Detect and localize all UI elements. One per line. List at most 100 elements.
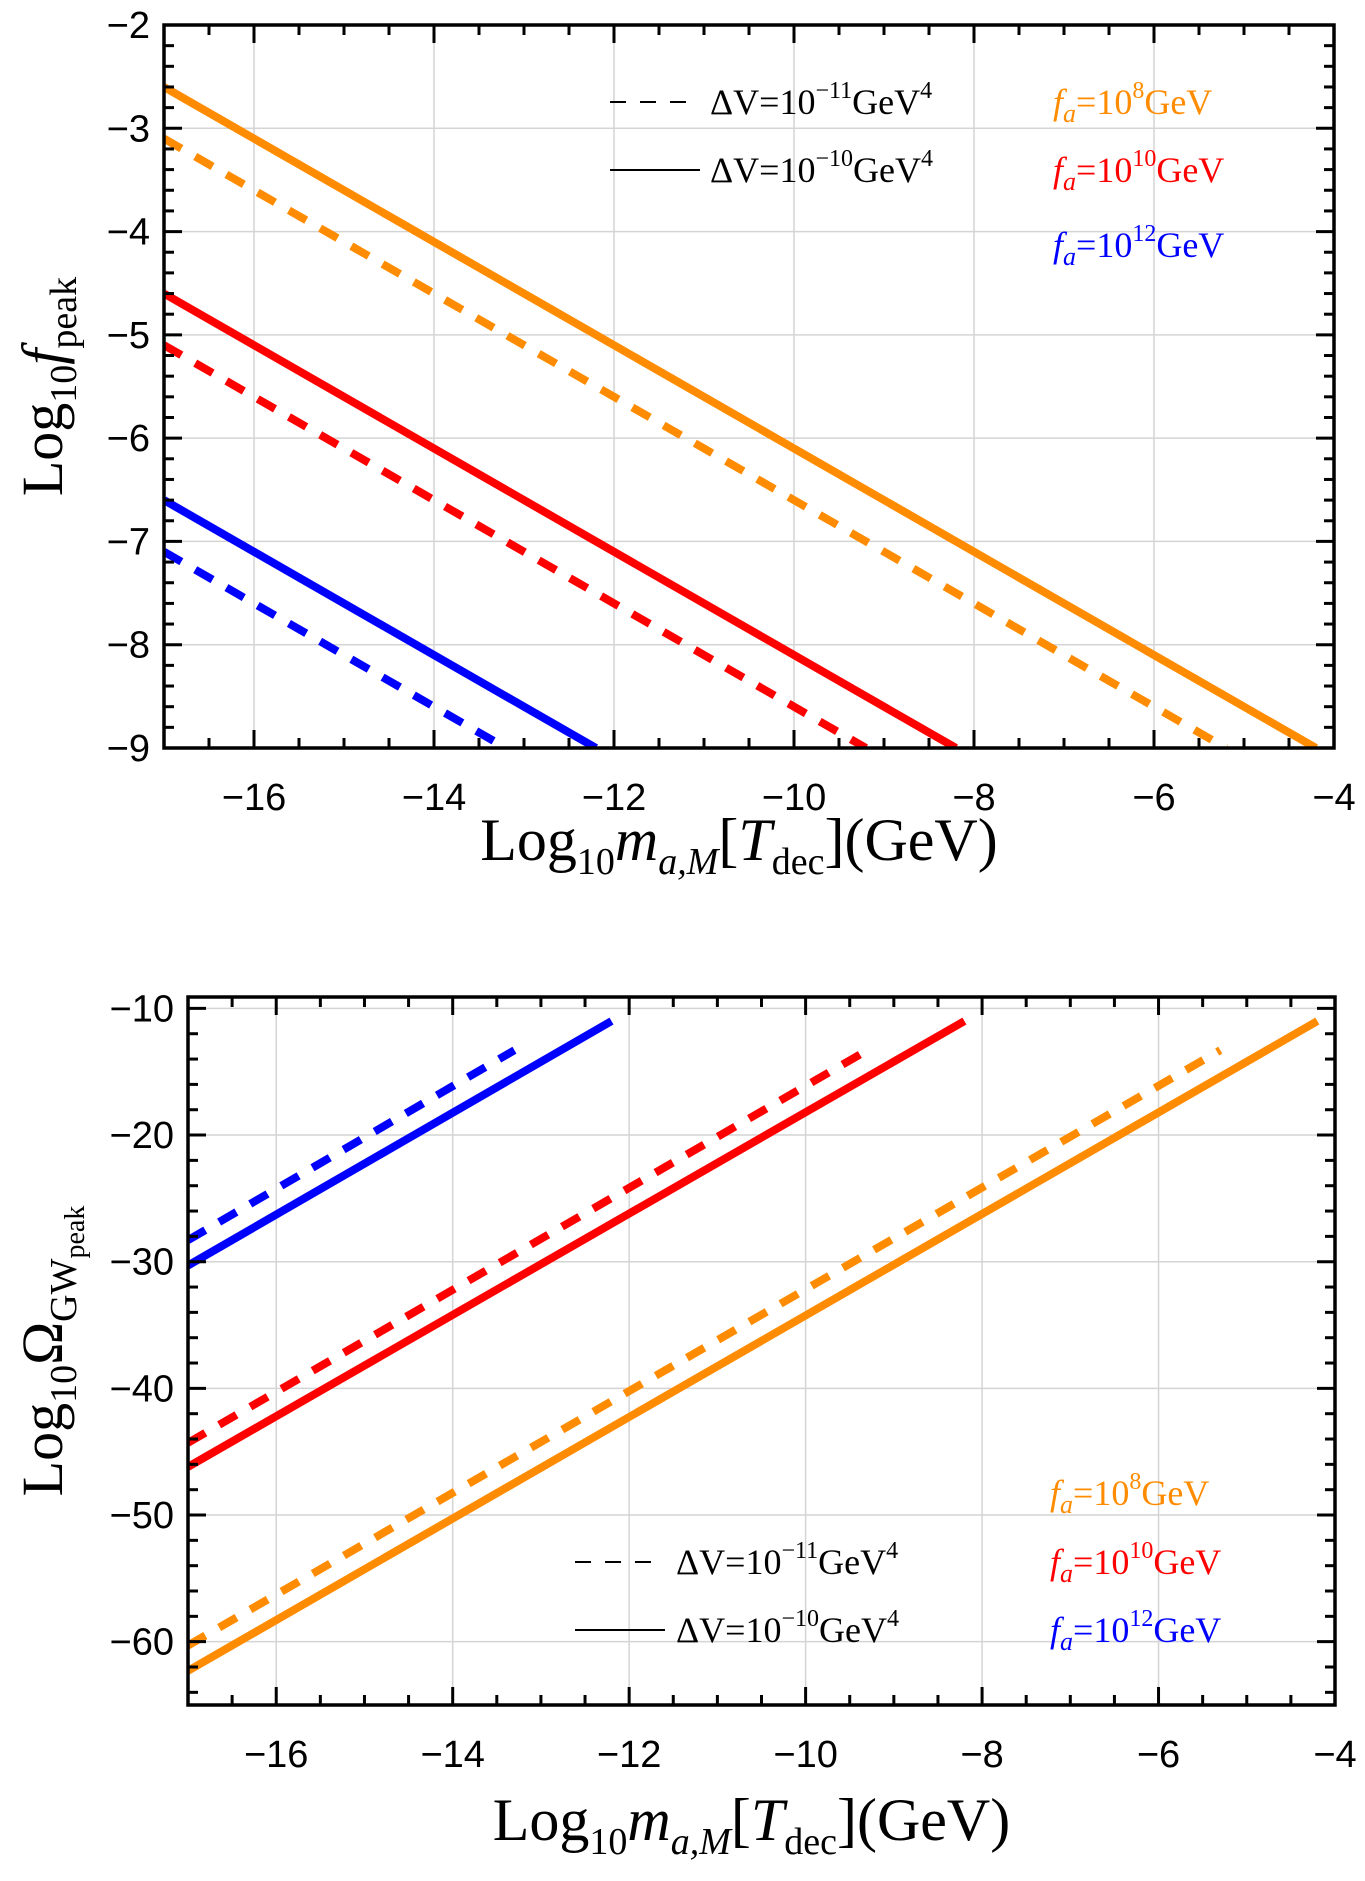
y-title-var: Ω	[10, 1322, 75, 1365]
y-tick-label: −40	[110, 1368, 174, 1410]
y-title-sub2: GW	[43, 1258, 85, 1321]
series-line-5	[164, 548, 508, 748]
legend-unit: GeV	[853, 150, 921, 190]
legend-color-label-1: fa=1010GeV	[1053, 146, 1224, 196]
series-line-2	[188, 1017, 967, 1471]
legend-sup: 12	[1132, 221, 1156, 247]
series-line-3	[164, 341, 868, 748]
legend-label-solid: ΔV=10−10GeV4	[676, 1606, 899, 1650]
x-title-close: ](GeV)	[837, 1787, 1010, 1853]
legend-text: ΔV=10	[676, 1610, 781, 1650]
legend-sup: −10	[781, 1606, 819, 1632]
plot-frame	[186, 995, 1337, 1707]
x-tick-label: −16	[244, 1734, 308, 1776]
x-tick-label: −16	[222, 777, 286, 819]
x-tick-label: −8	[952, 777, 995, 819]
series-line-1	[188, 1046, 1223, 1649]
x-title-T: T	[751, 1787, 788, 1853]
y-title-base: Log	[10, 403, 75, 496]
legend-f-sub: a	[1063, 99, 1076, 128]
legend-unit: GeV	[818, 1542, 886, 1582]
legend-eq: =10	[1076, 225, 1132, 265]
y-axis-title: Log10fpeak	[10, 277, 85, 496]
x-title-base: Log	[493, 1787, 590, 1853]
legend-eq: =10	[1073, 1610, 1129, 1650]
legend-sup: 8	[1132, 78, 1144, 104]
x-tick-label: −6	[1137, 1734, 1180, 1776]
legend-color-label-0: fa=108GeV	[1053, 78, 1212, 128]
y-tick-label: −50	[110, 1495, 174, 1537]
legend-label-dashed: ΔV=10−11GeV4	[710, 78, 932, 122]
y-tick-label: −5	[107, 315, 150, 357]
chart-peak-frequency: −16 −14 −12 −10 −8 −6 −4−9−8−7−6−5−4−3−2Log10m…	[10, 5, 1356, 883]
y-axis-title: Log10ΩGWpeak	[10, 1206, 91, 1497]
y-title-base: Log	[10, 1403, 75, 1496]
legend-unit: GeV	[1156, 150, 1224, 190]
series-line-1	[164, 135, 1228, 748]
legend-unit: GeV	[1156, 225, 1224, 265]
legend-eq: =10	[1073, 1542, 1129, 1582]
chart-gw-peak-amplitude: −16 −14 −12 −10 −8 −6 −4−60−50−40−30−20−10Log1…	[10, 988, 1357, 1863]
x-title-var: m	[615, 807, 658, 873]
legend-sup: −11	[815, 78, 852, 104]
x-title-sub: 10	[577, 841, 615, 883]
x-title-close: ](GeV)	[825, 807, 998, 873]
legend-color-label-0: fa=108GeV	[1050, 1469, 1209, 1519]
legend-label-solid: ΔV=10−10GeV4	[710, 146, 933, 190]
legend-text: ΔV=10	[710, 150, 815, 190]
y-tick-label: −20	[110, 1115, 174, 1157]
legend-unit-sup: 4	[887, 1606, 899, 1632]
legend-unit: GeV	[1153, 1610, 1221, 1650]
x-tick-label: −4	[1312, 777, 1355, 819]
y-title-sub3: peak	[60, 1206, 91, 1259]
legend-unit: GeV	[1141, 1473, 1209, 1513]
legend-unit: GeV	[1144, 82, 1212, 122]
series-group	[164, 83, 1318, 748]
legend-color-label-2: fa=1012GeV	[1053, 221, 1224, 271]
x-tick-label: −12	[597, 1734, 661, 1776]
legend-sup: 8	[1129, 1469, 1141, 1495]
x-title-var: m	[627, 1787, 670, 1853]
y-tick-label: −60	[110, 1622, 174, 1664]
legend-f-sub: a	[1063, 242, 1076, 271]
legend-unit: GeV	[1153, 1542, 1221, 1582]
series-line-3	[188, 1046, 870, 1447]
legend-unit-sup: 4	[921, 146, 933, 172]
legend-f-sub: a	[1060, 1559, 1073, 1588]
series-line-2	[164, 290, 958, 748]
x-title-T: T	[738, 807, 775, 873]
x-title-base: Log	[480, 807, 577, 873]
legend-eq: =10	[1076, 150, 1132, 190]
series-line-4	[188, 1017, 614, 1269]
x-tick-label: −6	[1132, 777, 1175, 819]
x-title-open: [	[718, 807, 738, 873]
legend-unit: GeV	[819, 1610, 887, 1650]
x-axis-title: Log10ma,M[Tdec](GeV)	[493, 1787, 1010, 1863]
x-title-Tsub: dec	[784, 1821, 837, 1863]
series-line-4	[164, 496, 598, 748]
y-title-sub: 10	[43, 365, 85, 403]
legend-sup: −10	[815, 146, 853, 172]
legend-f-sub: a	[1063, 167, 1076, 196]
legend-text: ΔV=10	[676, 1542, 781, 1582]
y-tick-label: −10	[110, 988, 174, 1030]
y-tick-label: −4	[107, 212, 150, 254]
legend-sup: 10	[1132, 146, 1156, 172]
legend-sup: 12	[1129, 1606, 1153, 1632]
x-title-open: [	[731, 1787, 751, 1853]
y-title-sub2: peak	[43, 277, 85, 349]
y-tick-label: −7	[107, 521, 150, 563]
y-title-sub: 10	[43, 1365, 85, 1403]
x-tick-label: −4	[1313, 1734, 1356, 1776]
legend-unit-sup: 4	[886, 1538, 898, 1564]
x-title-Tsub: dec	[772, 841, 825, 883]
x-tick-label: −8	[960, 1734, 1003, 1776]
series-group	[188, 1017, 1320, 1675]
plot-frame	[162, 23, 1336, 750]
series-line-0	[188, 1017, 1320, 1675]
x-tick-label: −12	[582, 777, 646, 819]
x-axis-title: Log10ma,M[Tdec](GeV)	[480, 807, 997, 883]
y-tick-label: −9	[107, 728, 150, 770]
x-title-sub2: a,M	[671, 1821, 734, 1863]
